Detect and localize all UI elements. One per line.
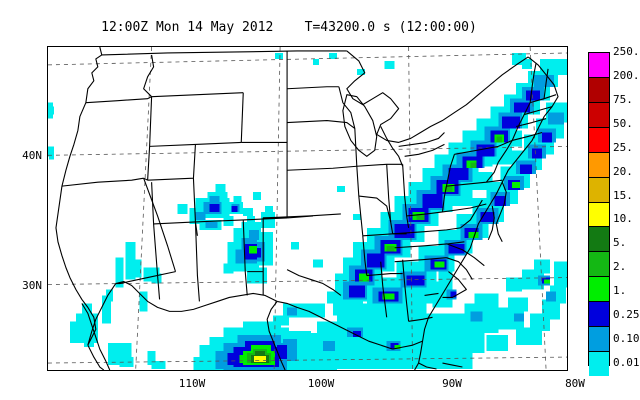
y-axis-tick: 30N	[22, 279, 42, 292]
colorbar-tick-label: 0.01	[613, 356, 640, 369]
colorbar-band	[589, 227, 609, 253]
colorbar-band	[589, 53, 609, 78]
colorbar-tick-label: 0.25	[613, 308, 640, 322]
colorbar-tick-label: 0.10	[613, 332, 640, 346]
latlon-gridlines	[48, 47, 567, 370]
y-axis-tick: 40N	[22, 149, 42, 162]
x-axis-tick: 90W	[442, 377, 462, 390]
colorbar-tick-label: 25.	[613, 140, 633, 154]
colorbar-tick-label: 75.	[613, 92, 633, 106]
colorbar-band	[589, 352, 609, 376]
colorbar-band	[589, 277, 609, 303]
colorbar-tick-label: 5.	[613, 236, 627, 250]
map-boundaries	[55, 47, 559, 370]
colorbar-band	[589, 102, 609, 128]
colorbar-band	[589, 127, 609, 153]
colorbar-tick-label: 50.	[613, 116, 633, 130]
colorbar-band	[589, 152, 609, 178]
colorbar-tick-label: 1.	[613, 284, 627, 298]
colorbar	[588, 52, 610, 376]
colorbar-tick-label: 200.	[613, 68, 640, 82]
precip-band-yellow	[254, 356, 267, 363]
colorbar-band	[589, 77, 609, 103]
map-plot-area	[47, 46, 568, 371]
colorbar-band	[589, 252, 609, 278]
colorbar-tick-label: 15.	[613, 188, 633, 202]
colorbar-band	[589, 302, 609, 328]
map-canvas	[48, 47, 567, 370]
colorbar-band	[589, 327, 609, 353]
figure-title: 12:00Z Mon 14 May 2012 T=43200.0 s (12:0…	[101, 20, 477, 35]
colorbar-band	[589, 202, 609, 228]
x-axis-tick: 100W	[307, 377, 335, 390]
colorbar-tick-label: 250.	[613, 45, 640, 58]
colorbar-band	[589, 177, 609, 203]
x-axis-tick: 110W	[178, 377, 206, 390]
x-axis-tick: 80W	[565, 377, 585, 390]
colorbar-tick-label: 2.	[613, 260, 627, 274]
colorbar-tick-label: 20.	[613, 164, 633, 178]
colorbar-tick-label: 10.	[613, 212, 633, 226]
